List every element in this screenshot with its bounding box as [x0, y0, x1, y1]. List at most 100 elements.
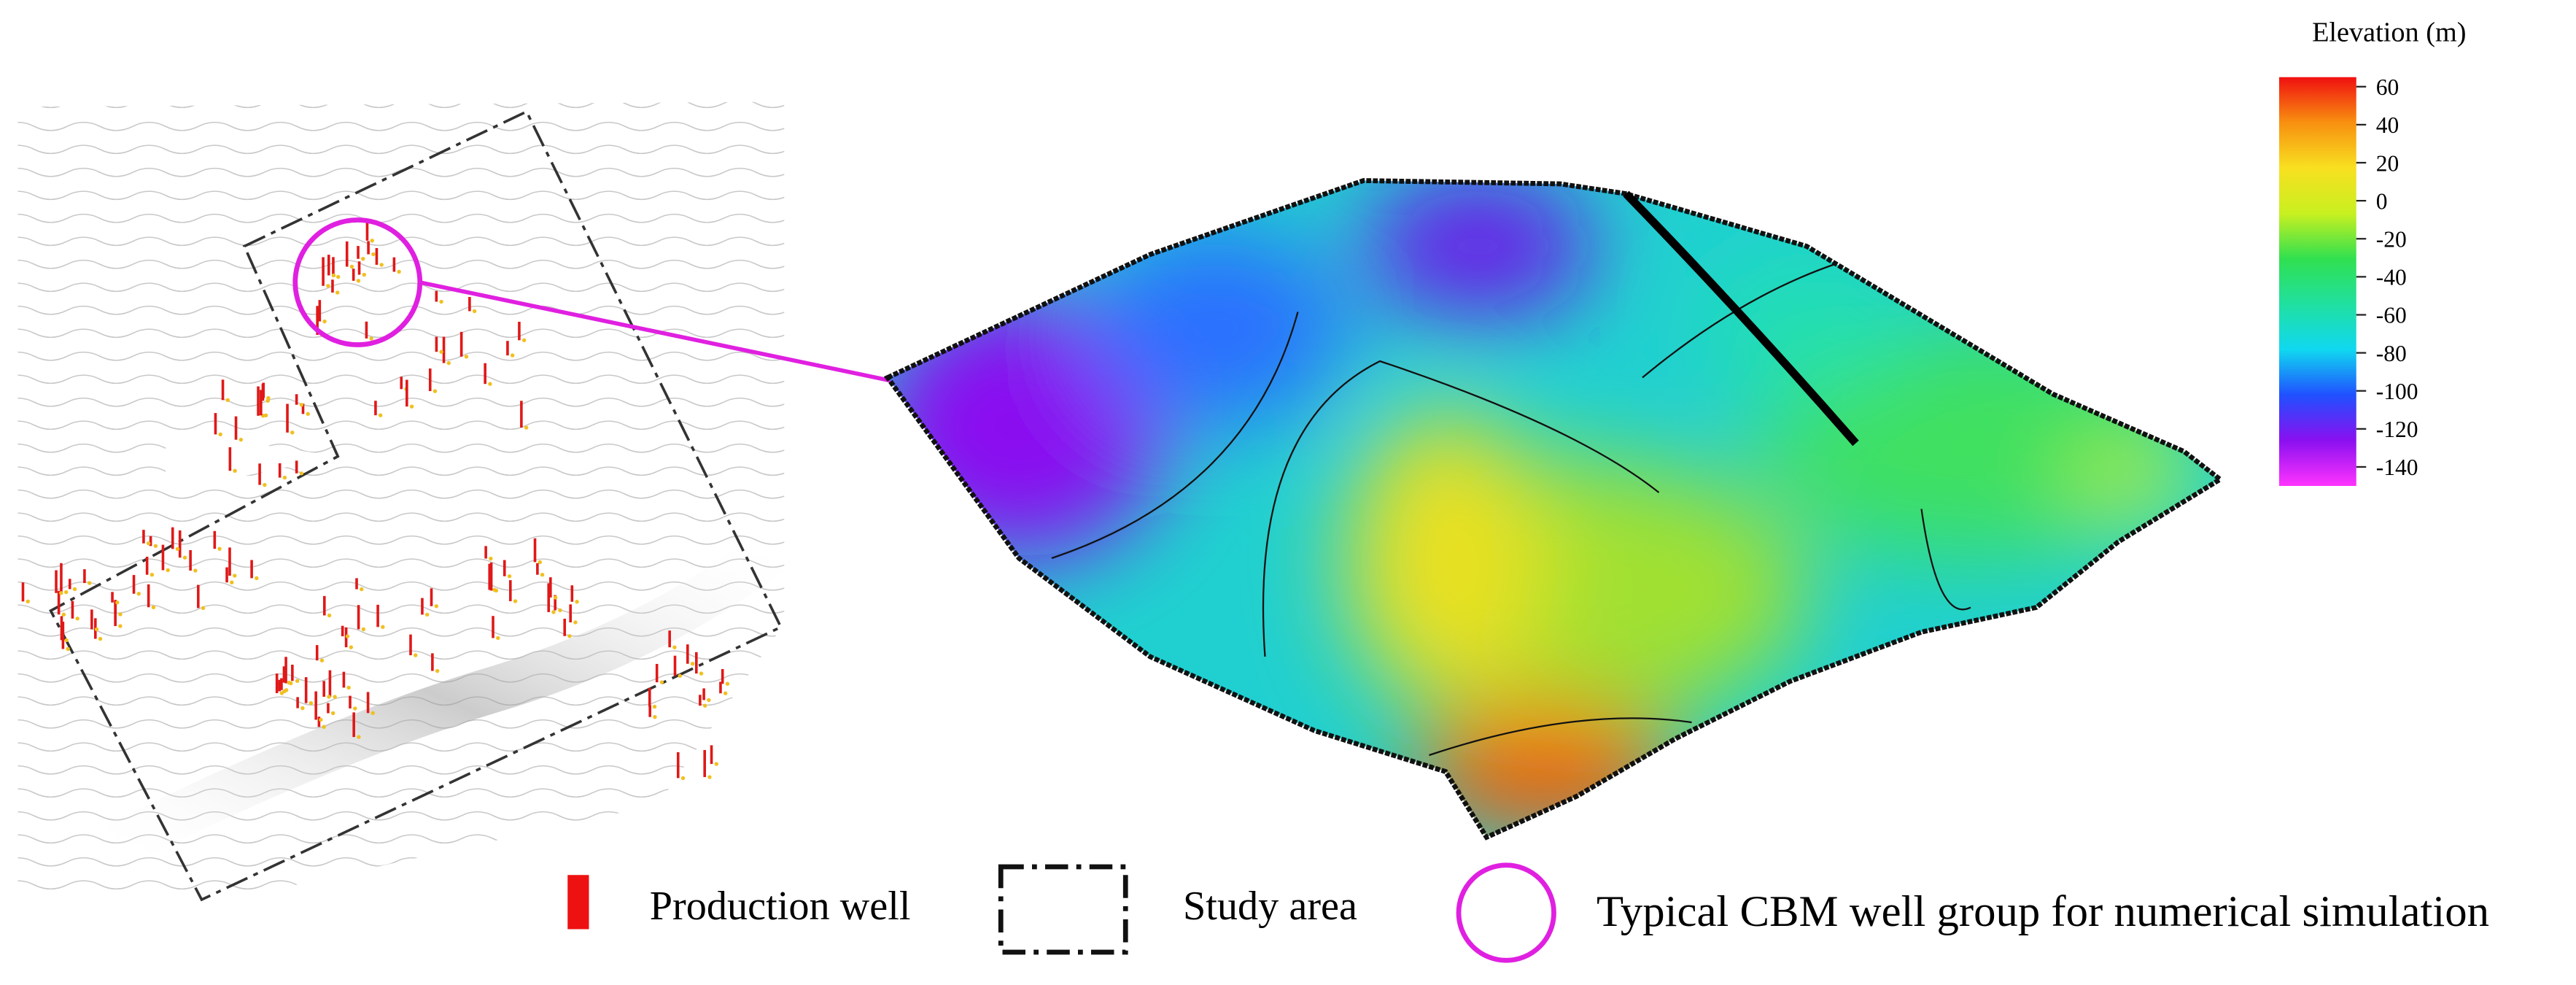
well-site	[233, 573, 237, 578]
well-site	[319, 658, 325, 663]
colorbar-tick-label: -20	[2376, 226, 2407, 252]
well-site	[575, 600, 579, 604]
legend-label: Study area	[1183, 884, 1357, 929]
well-site	[446, 360, 451, 366]
well-site	[72, 587, 77, 592]
well-site	[659, 680, 664, 684]
colorbar-tick-label: -60	[2376, 303, 2407, 328]
well-site	[287, 680, 291, 685]
colorbar-tick-label: -120	[2376, 417, 2418, 442]
well-site	[295, 679, 300, 683]
well-site	[75, 617, 79, 621]
well-site	[64, 638, 69, 643]
well-site	[335, 290, 340, 295]
base-map	[18, 101, 987, 903]
well-site	[282, 475, 287, 480]
well-site	[357, 735, 361, 739]
well-site	[150, 573, 155, 577]
well-site	[551, 610, 556, 614]
well-site	[361, 257, 365, 261]
surface-edge	[883, 178, 2224, 841]
well-site	[488, 382, 492, 386]
colorbar-tick-label: 20	[2376, 150, 2400, 176]
well-site	[707, 698, 711, 703]
legend-well-symbol	[567, 875, 589, 930]
well-site	[678, 673, 682, 678]
colorbar-title: Elevation (m)	[2312, 17, 2466, 47]
well-site	[521, 338, 527, 343]
well-site	[378, 413, 383, 417]
well-site	[356, 279, 361, 283]
well-site	[414, 653, 418, 657]
well-site	[265, 398, 270, 403]
well-site	[61, 612, 66, 617]
study-area-boundary	[49, 109, 783, 902]
well-site	[115, 600, 120, 605]
well-site	[723, 691, 728, 695]
well-site	[361, 627, 366, 632]
well-site	[225, 398, 230, 403]
well-site	[464, 355, 469, 359]
well-site	[217, 546, 222, 551]
legend-label: Typical CBM well group for numerical sim…	[1597, 887, 2489, 936]
well-site	[424, 612, 430, 617]
well-site	[26, 599, 30, 604]
well-site	[513, 599, 518, 603]
well-site	[333, 695, 337, 699]
well-site	[299, 471, 304, 476]
well-site	[94, 627, 99, 632]
well-site	[175, 546, 180, 552]
well-site	[507, 574, 512, 579]
well-site	[397, 269, 401, 274]
well-site	[98, 636, 103, 641]
well-site	[725, 681, 730, 686]
well-site	[345, 634, 350, 638]
legend-label: Production well	[650, 884, 911, 929]
well-site	[299, 403, 304, 407]
fault	[1623, 190, 1859, 447]
well-site	[330, 711, 335, 716]
well-site	[353, 706, 357, 711]
well-site	[496, 636, 500, 641]
well-site	[193, 568, 198, 573]
well-site	[322, 319, 327, 324]
well-site	[290, 430, 295, 435]
well-site	[349, 645, 354, 649]
well-site	[558, 608, 562, 613]
well-site	[379, 263, 384, 267]
well-site	[233, 468, 237, 473]
well-site	[699, 671, 704, 676]
well-site	[306, 412, 310, 417]
well-site	[218, 432, 222, 437]
colorbar-tick-label: -100	[2376, 379, 2418, 404]
well-site	[680, 776, 686, 781]
well-site	[327, 695, 331, 699]
well-site	[360, 587, 364, 592]
well-site	[707, 775, 712, 779]
colorbar-tick-label: 40	[2376, 112, 2400, 138]
well-site	[255, 576, 259, 581]
well-site	[702, 703, 707, 708]
well-site	[653, 715, 657, 719]
well-site	[327, 613, 332, 618]
well-site	[63, 590, 69, 595]
well-site	[59, 591, 63, 595]
well-site	[553, 595, 558, 600]
well-site	[263, 413, 268, 418]
well-site	[322, 725, 326, 729]
well-site	[371, 711, 376, 715]
legend: Production well Study area Typical CBM w…	[567, 862, 2489, 963]
well-site	[335, 274, 341, 279]
well-site	[381, 625, 385, 630]
well-site	[573, 620, 578, 625]
well-site	[714, 762, 719, 766]
well-site	[672, 645, 677, 649]
contour-map	[18, 101, 785, 509]
well-site	[346, 685, 351, 690]
contour-map	[18, 369, 785, 903]
well-site	[146, 541, 151, 546]
well-site	[494, 588, 499, 593]
colorbar-tick-label: -40	[2376, 265, 2407, 290]
well-site	[439, 299, 443, 304]
